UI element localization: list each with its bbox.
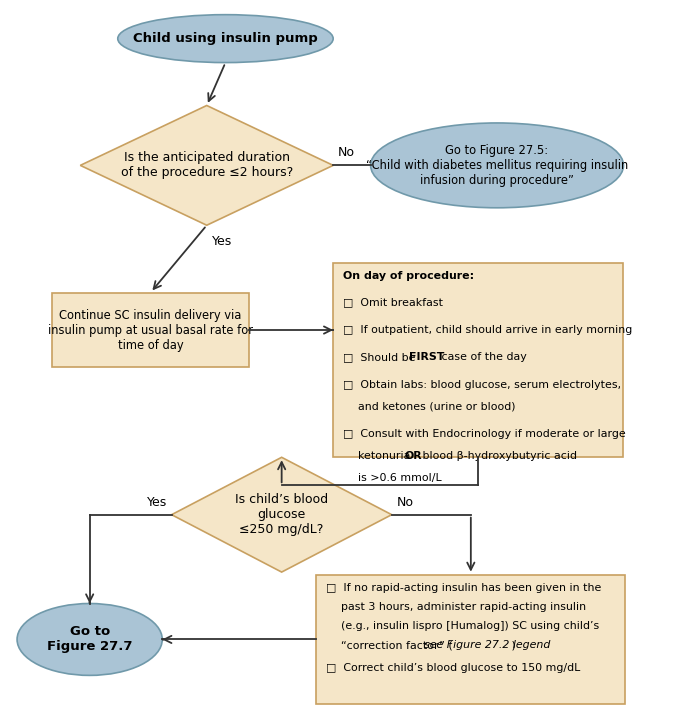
Text: is >0.6 mmol/L: is >0.6 mmol/L [358, 473, 441, 483]
Text: past 3 hours, administer rapid-acting insulin: past 3 hours, administer rapid-acting in… [341, 602, 586, 612]
Text: No: No [338, 146, 355, 159]
Text: see Figure 27.2 legend: see Figure 27.2 legend [424, 640, 551, 650]
Text: blood β-hydroxybutyric acid: blood β-hydroxybutyric acid [419, 451, 577, 461]
Text: Is child’s blood
glucose
≤250 mg/dL?: Is child’s blood glucose ≤250 mg/dL? [235, 493, 328, 536]
Text: Go to Figure 27.5:
“Child with diabetes mellitus requiring insulin
infusion duri: Go to Figure 27.5: “Child with diabetes … [366, 144, 628, 187]
Text: □  Omit breakfast: □ Omit breakfast [343, 297, 443, 307]
Text: “correction factor” (: “correction factor” ( [341, 640, 452, 650]
Text: Yes: Yes [146, 496, 167, 508]
FancyBboxPatch shape [316, 575, 625, 704]
Text: □  Consult with Endocrinology if moderate or large: □ Consult with Endocrinology if moderate… [343, 429, 625, 439]
Text: FIRST: FIRST [409, 352, 445, 362]
Text: ): ) [508, 640, 516, 650]
Text: OR: OR [404, 451, 422, 461]
Ellipse shape [371, 123, 624, 208]
Text: No: No [397, 496, 413, 508]
Text: (e.g., insulin lispro [Humalog]) SC using child’s: (e.g., insulin lispro [Humalog]) SC usin… [341, 621, 599, 631]
FancyBboxPatch shape [333, 263, 624, 457]
Text: □  Correct child’s blood glucose to 150 mg/dL: □ Correct child’s blood glucose to 150 m… [326, 663, 580, 673]
Text: □  Should be: □ Should be [343, 352, 419, 362]
FancyBboxPatch shape [52, 293, 249, 368]
Text: Child using insulin pump: Child using insulin pump [133, 32, 318, 45]
Text: On day of procedure:: On day of procedure: [343, 271, 473, 281]
Polygon shape [172, 457, 392, 572]
Ellipse shape [118, 15, 333, 63]
Text: case of the day: case of the day [438, 352, 527, 362]
Text: Yes: Yes [212, 235, 233, 248]
Ellipse shape [17, 603, 162, 675]
Text: Is the anticipated duration
of the procedure ≤2 hours?: Is the anticipated duration of the proce… [120, 151, 293, 179]
Text: Go to
Figure 27.7: Go to Figure 27.7 [47, 625, 133, 653]
Text: Continue SC insulin delivery via
insulin pump at usual basal rate for
time of da: Continue SC insulin delivery via insulin… [48, 308, 253, 351]
Text: □  Obtain labs: blood glucose, serum electrolytes,: □ Obtain labs: blood glucose, serum elec… [343, 380, 620, 390]
Text: ketonuria: ketonuria [358, 451, 413, 461]
Polygon shape [80, 106, 333, 225]
Text: □  If no rapid-acting insulin has been given in the: □ If no rapid-acting insulin has been gi… [326, 583, 601, 593]
Text: □  If outpatient, child should arrive in early morning: □ If outpatient, child should arrive in … [343, 325, 632, 335]
Text: and ketones (urine or blood): and ketones (urine or blood) [358, 401, 515, 411]
